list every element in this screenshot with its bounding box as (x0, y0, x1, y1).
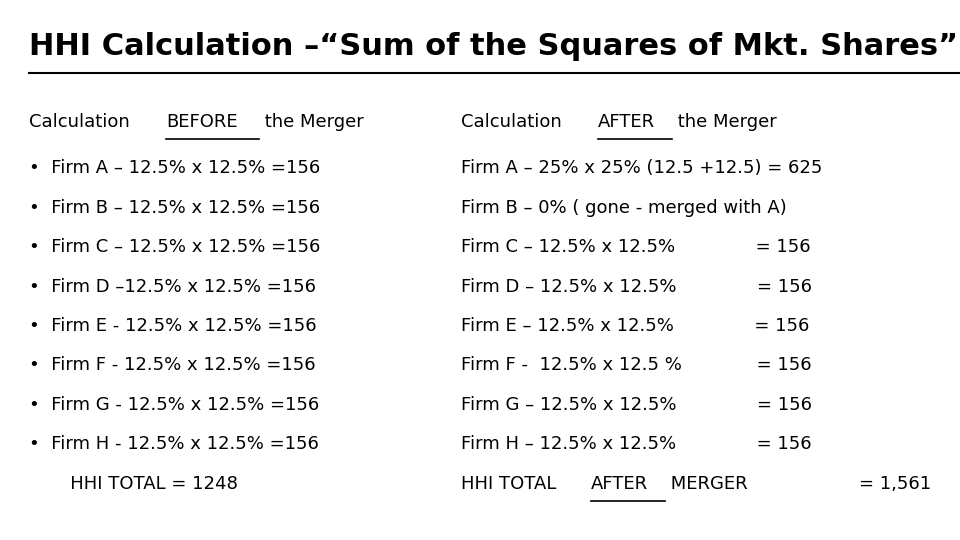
Text: Firm G – 12.5% x 12.5%              = 156: Firm G – 12.5% x 12.5% = 156 (461, 396, 812, 414)
Text: the Merger: the Merger (258, 113, 364, 131)
Text: HHI Calculation –“Sum of the Squares of Mkt. Shares”: HHI Calculation –“Sum of the Squares of … (29, 32, 958, 62)
Text: •  Firm H - 12.5% x 12.5% =156: • Firm H - 12.5% x 12.5% =156 (29, 435, 319, 453)
Text: Firm H – 12.5% x 12.5%              = 156: Firm H – 12.5% x 12.5% = 156 (461, 435, 811, 453)
Text: = 1,561: = 1,561 (859, 475, 931, 492)
Text: Firm F -  12.5% x 12.5 %             = 156: Firm F - 12.5% x 12.5 % = 156 (461, 356, 811, 374)
Text: •  Firm B – 12.5% x 12.5% =156: • Firm B – 12.5% x 12.5% =156 (29, 199, 320, 217)
Text: •  Firm F - 12.5% x 12.5% =156: • Firm F - 12.5% x 12.5% =156 (29, 356, 316, 374)
Text: •  Firm A – 12.5% x 12.5% =156: • Firm A – 12.5% x 12.5% =156 (29, 159, 320, 177)
Text: •  Firm G - 12.5% x 12.5% =156: • Firm G - 12.5% x 12.5% =156 (29, 396, 319, 414)
Text: AFTER: AFTER (598, 113, 656, 131)
Text: the Merger: the Merger (672, 113, 777, 131)
Text: Calculation: Calculation (461, 113, 567, 131)
Text: HHI TOTAL = 1248: HHI TOTAL = 1248 (53, 475, 238, 492)
Text: HHI TOTAL: HHI TOTAL (461, 475, 562, 492)
Text: Firm C – 12.5% x 12.5%              = 156: Firm C – 12.5% x 12.5% = 156 (461, 238, 810, 256)
Text: •  Firm E - 12.5% x 12.5% =156: • Firm E - 12.5% x 12.5% =156 (29, 317, 317, 335)
Text: Firm D – 12.5% x 12.5%              = 156: Firm D – 12.5% x 12.5% = 156 (461, 278, 812, 295)
Text: BEFORE: BEFORE (166, 113, 238, 131)
Text: Firm A – 25% x 25% (12.5 +12.5) = 625: Firm A – 25% x 25% (12.5 +12.5) = 625 (461, 159, 822, 177)
Text: Firm E – 12.5% x 12.5%              = 156: Firm E – 12.5% x 12.5% = 156 (461, 317, 809, 335)
Text: •  Firm D –12.5% x 12.5% =156: • Firm D –12.5% x 12.5% =156 (29, 278, 316, 295)
Text: Firm B – 0% ( gone - merged with A): Firm B – 0% ( gone - merged with A) (461, 199, 786, 217)
Text: AFTER: AFTER (591, 475, 648, 492)
Text: Calculation: Calculation (29, 113, 135, 131)
Text: •  Firm C – 12.5% x 12.5% =156: • Firm C – 12.5% x 12.5% =156 (29, 238, 321, 256)
Text: MERGER: MERGER (665, 475, 748, 492)
